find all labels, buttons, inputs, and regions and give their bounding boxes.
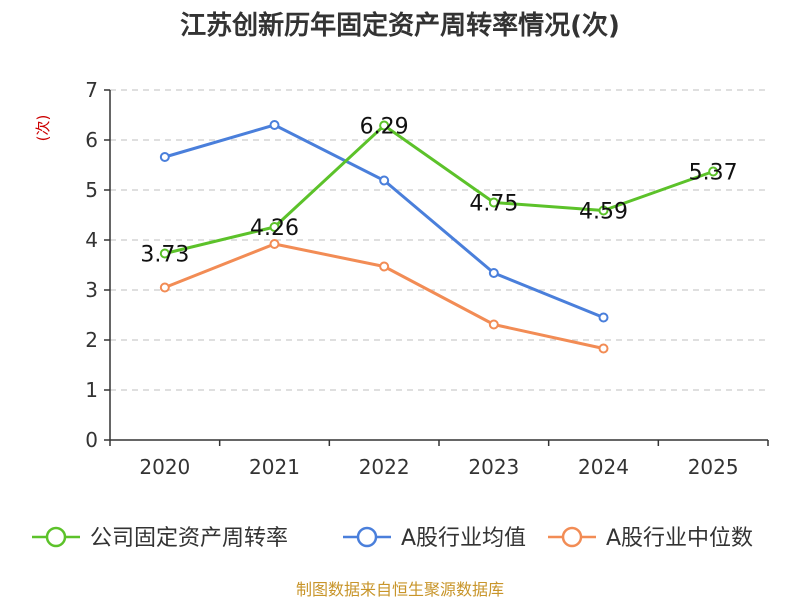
legend: 公司固定资产周转率 A股行业均值 A股行业中位数 (32, 526, 753, 551)
y-tick-label-5: 5 (85, 178, 98, 202)
y-tick-label-0: 0 (85, 428, 98, 452)
legend-item-1: A股行业均值 (343, 526, 526, 551)
legend-item-2: A股行业中位数 (548, 526, 753, 551)
data-label-layer: 3.73 4.26 6.29 4.75 4.59 5.37 (140, 115, 737, 268)
series-point-0-1 (269, 222, 280, 232)
x-tick-label-2021: 2021 (249, 455, 300, 479)
series-point-2-1 (269, 239, 280, 249)
chart-title: 江苏创新历年固定资产周转率情况(次) (180, 10, 620, 41)
y-axis-label: (次) (34, 115, 52, 142)
legend-label-0: 公司固定资产周转率 (90, 526, 288, 551)
x-tick-label-2023: 2023 (468, 455, 519, 479)
series-point-2-2 (379, 261, 390, 272)
series-2 (159, 239, 609, 354)
x-tick-label-2020: 2020 (139, 455, 190, 479)
data-label-0-2: 6.29 (360, 115, 409, 140)
series-layer (159, 120, 719, 354)
legend-marker-1 (356, 526, 378, 548)
data-label-0-1: 4.26 (250, 216, 299, 241)
series-point-1-2 (379, 175, 390, 186)
series-point-1-4 (598, 312, 609, 323)
series-point-2-4 (598, 343, 609, 354)
series-point-1-0 (159, 152, 170, 162)
x-tick-label-2025: 2025 (688, 455, 739, 479)
y-tick-label-6: 6 (85, 128, 98, 152)
data-label-0-3: 4.75 (469, 192, 518, 217)
series-0 (159, 120, 719, 259)
legend-item-0: 公司固定资产周转率 (32, 526, 288, 551)
series-point-2-3 (488, 319, 499, 330)
legend-label-1: A股行业均值 (401, 526, 526, 551)
series-point-0-4 (598, 205, 609, 216)
series-line-1 (164, 123, 605, 319)
series-point-0-5 (708, 166, 719, 177)
x-tick-label-2022: 2022 (359, 455, 410, 479)
series-line-2 (164, 242, 604, 350)
series-point-0-3 (488, 197, 499, 208)
series-point-1-3 (488, 268, 499, 278)
series-point-0-0 (159, 248, 170, 259)
legend-marker-0 (45, 526, 67, 548)
axis-layer: 0 1 2 3 4 5 6 7 2020 2021 2022 2023 2024 2025 (85, 78, 769, 479)
series-point-1-1 (269, 120, 280, 130)
grid-layer (110, 89, 768, 391)
series-point-0-2 (379, 120, 390, 131)
series-point-2-0 (159, 282, 170, 293)
series-line-0 (164, 124, 714, 255)
y-tick-label-4: 4 (85, 228, 98, 252)
data-label-0-4: 4.59 (579, 200, 628, 225)
y-tick-label-1: 1 (85, 378, 98, 402)
legend-label-2: A股行业中位数 (606, 526, 753, 551)
y-tick-label-2: 2 (85, 328, 98, 352)
data-label-0-0: 3.73 (140, 243, 189, 268)
data-label-0-5: 5.37 (689, 161, 738, 186)
y-tick-label-7: 7 (85, 78, 98, 102)
legend-marker-2 (561, 526, 583, 548)
x-tick-label-2024: 2024 (578, 455, 629, 479)
source-note: 制图数据来自恒生聚源数据库 (296, 580, 504, 599)
y-tick-label-3: 3 (85, 278, 98, 302)
series-1 (159, 120, 609, 323)
